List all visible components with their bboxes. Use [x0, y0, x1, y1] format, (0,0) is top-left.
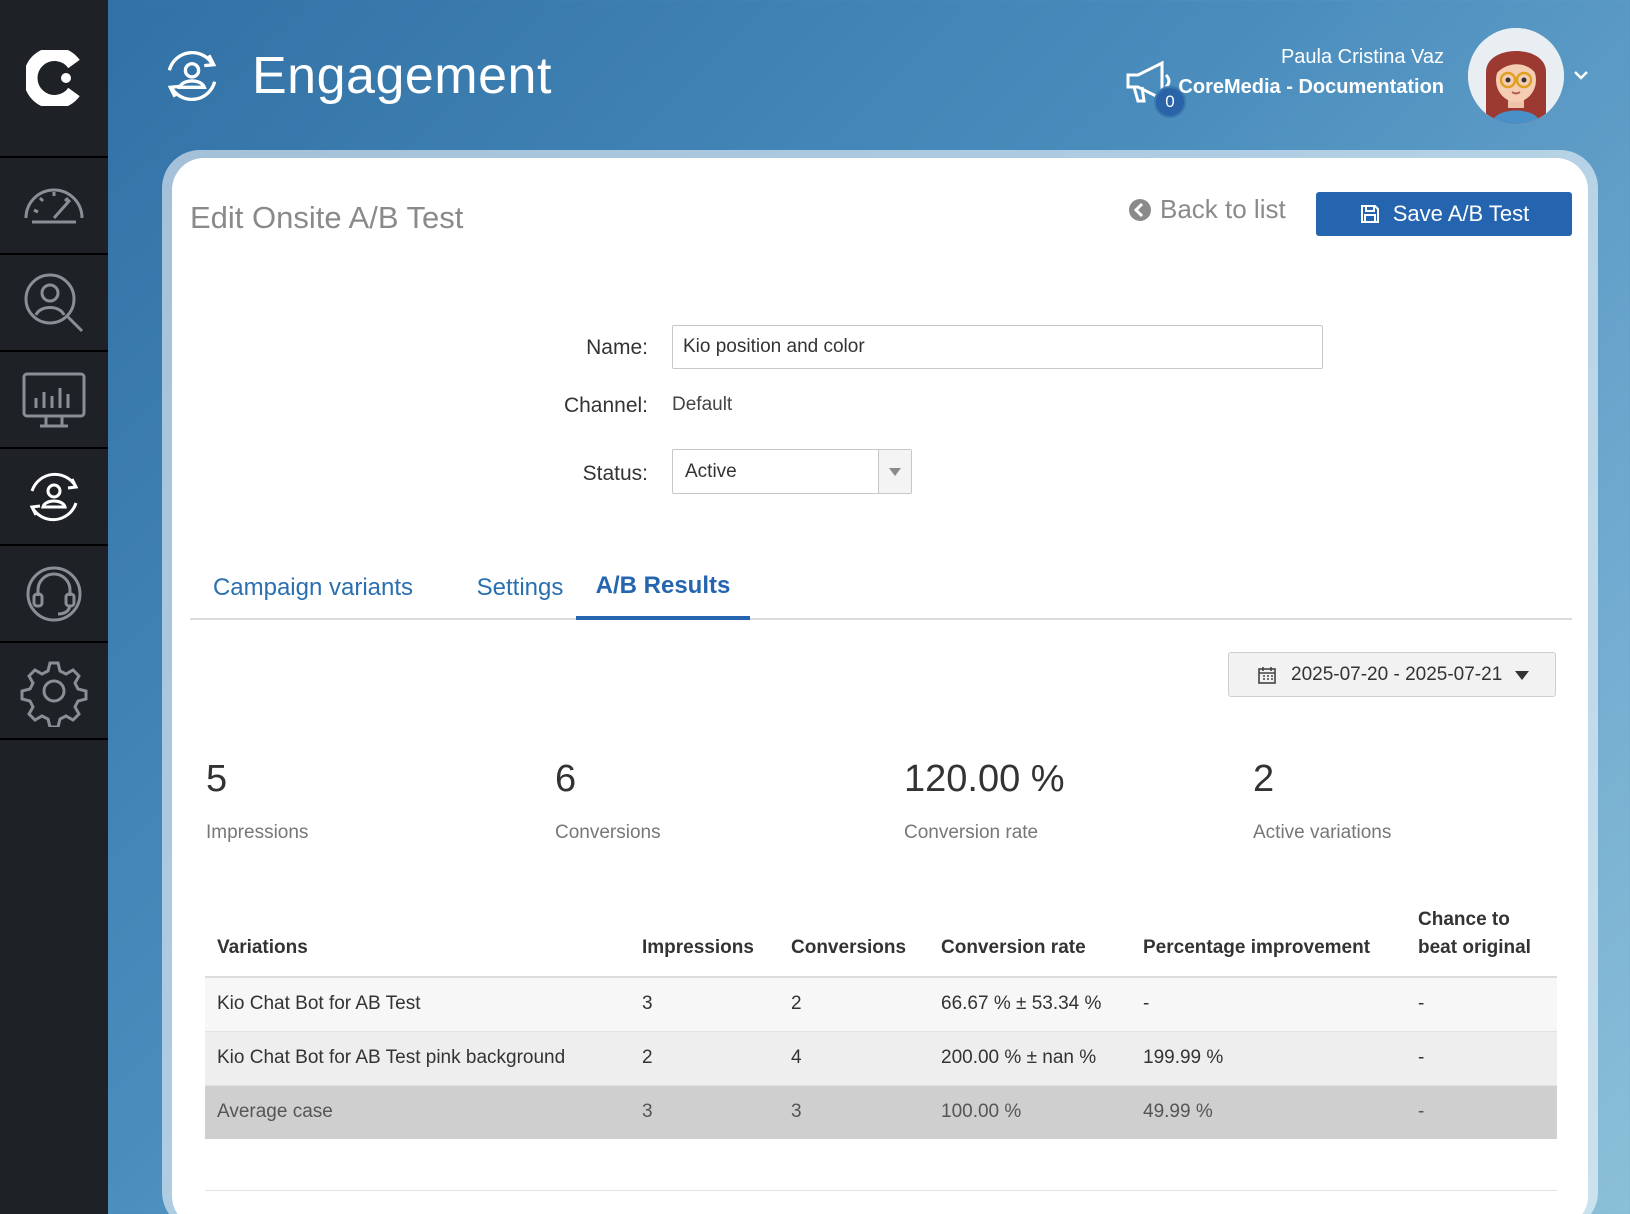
cell-conversion-rate: 200.00 % ± nan %	[929, 1031, 1131, 1086]
stat-impressions-value: 5	[206, 758, 228, 800]
save-ab-test-button[interactable]: Save A/B Test	[1316, 192, 1572, 236]
table-row: Kio Chat Bot for AB Test 3 2 66.67 % ± 5…	[205, 977, 1557, 1032]
cell-conversions: 4	[779, 1031, 929, 1086]
engagement-icon	[29, 472, 79, 521]
sidebar-item-settings[interactable]	[0, 643, 108, 740]
dropdown-arrow-icon[interactable]	[878, 450, 911, 493]
stat-conversions-label: Conversions	[555, 822, 661, 843]
col-header-chance-to-beat-original: Chance to beat original	[1406, 906, 1557, 978]
col-header-impressions: Impressions	[630, 906, 779, 978]
tab-settings[interactable]: Settings	[476, 574, 564, 601]
logo-icon	[26, 50, 80, 106]
cell-impressions: 3	[630, 1085, 779, 1139]
cell-percentage-improvement: -	[1131, 977, 1406, 1032]
tab-bar: Campaign variants Settings A/B Results	[190, 556, 1572, 620]
col-header-conversion-rate: Conversion rate	[929, 906, 1131, 978]
channel-label: Channel:	[563, 394, 648, 417]
avatar[interactable]	[1468, 28, 1564, 124]
table-row: Kio Chat Bot for AB Test pink background…	[205, 1031, 1557, 1086]
cell-conversions: 3	[779, 1085, 929, 1139]
cell-conversions: 2	[779, 977, 929, 1032]
stat-active-variations-value: 2	[1253, 758, 1275, 800]
cell-conversion-rate: 100.00 %	[929, 1085, 1131, 1139]
user-org: CoreMedia - Documentation	[1178, 76, 1444, 98]
cell-chance-to-beat: -	[1406, 1031, 1557, 1086]
cell-conversion-rate: 66.67 % ± 53.34 %	[929, 977, 1131, 1032]
tab-campaign-variants[interactable]: Campaign variants	[212, 574, 414, 601]
back-to-list-link[interactable]: Back to list	[1128, 194, 1286, 225]
stat-conversion-rate-value: 120.00 %	[904, 758, 1065, 800]
status-selected-value: Active	[685, 461, 737, 482]
save-button-label: Save A/B Test	[1392, 201, 1530, 226]
table-header-row: Variations Impressions Conversions Conve…	[205, 906, 1557, 978]
sidebar-item-support[interactable]	[0, 546, 108, 643]
cell-impressions: 3	[630, 977, 779, 1032]
sidebar-item-dashboard[interactable]	[0, 158, 108, 255]
name-label: Name:	[586, 336, 648, 359]
cell-variation: Kio Chat Bot for AB Test pink background	[205, 1031, 630, 1086]
date-range-picker[interactable]: 2025-07-20 - 2025-07-21	[1228, 652, 1556, 697]
ab-results-table: Variations Impressions Conversions Conve…	[205, 906, 1557, 1139]
save-floppy-icon	[1360, 205, 1379, 223]
tab-ab-results[interactable]: A/B Results	[576, 556, 750, 620]
sidebar-item-user-search[interactable]	[0, 255, 108, 352]
coremedia-logo[interactable]	[0, 0, 108, 158]
cell-impressions: 2	[630, 1031, 779, 1086]
col-header-variations: Variations	[205, 906, 630, 978]
cell-chance-to-beat: -	[1406, 1085, 1557, 1139]
dashboard-gauge-icon	[24, 188, 84, 223]
engagement-header-icon	[167, 50, 217, 102]
table-row-average: Average case 3 3 100.00 % 49.99 % -	[205, 1085, 1557, 1139]
analytics-monitor-icon	[22, 372, 86, 427]
sidebar-item-engagement[interactable]	[0, 449, 108, 546]
stat-conversions-value: 6	[555, 758, 577, 800]
status-label: Status:	[582, 462, 648, 485]
stat-active-variations-label: Active variations	[1253, 822, 1392, 843]
date-range-value: 2025-07-20 - 2025-07-21	[1291, 663, 1503, 685]
channel-value: Default	[672, 394, 733, 415]
stat-conversion-rate-label: Conversion rate	[904, 822, 1039, 843]
avatar-illustration-icon	[1468, 28, 1564, 124]
card-title: Edit Onsite A/B Test	[190, 200, 464, 235]
user-name: Paula Cristina Vaz	[1280, 46, 1444, 68]
support-headset-icon	[26, 566, 82, 621]
user-search-icon	[24, 273, 84, 332]
back-to-list-label: Back to list	[1160, 194, 1286, 224]
stat-impressions-label: Impressions	[206, 822, 309, 843]
divider	[205, 1190, 1557, 1191]
chevron-down-icon[interactable]	[1572, 66, 1590, 84]
cell-percentage-improvement: 199.99 %	[1131, 1031, 1406, 1086]
name-input[interactable]	[672, 325, 1323, 369]
notification-badge[interactable]: 0	[1154, 86, 1186, 118]
col-header-percentage-improvement: Percentage improvement	[1131, 906, 1406, 978]
cell-variation: Average case	[205, 1085, 630, 1139]
page-header-title: Engagement	[252, 47, 552, 105]
chevron-left-circle-icon	[1129, 198, 1151, 221]
caret-down-icon	[1515, 671, 1529, 680]
sidebar	[0, 0, 108, 1214]
cell-percentage-improvement: 49.99 %	[1131, 1085, 1406, 1139]
calendar-icon	[1258, 666, 1276, 684]
status-select[interactable]: Active	[672, 449, 912, 494]
cell-variation: Kio Chat Bot for AB Test	[205, 977, 630, 1032]
col-header-conversions: Conversions	[779, 906, 929, 978]
cell-chance-to-beat: -	[1406, 977, 1557, 1032]
settings-gear-icon	[20, 661, 88, 727]
sidebar-item-analytics[interactable]	[0, 352, 108, 449]
